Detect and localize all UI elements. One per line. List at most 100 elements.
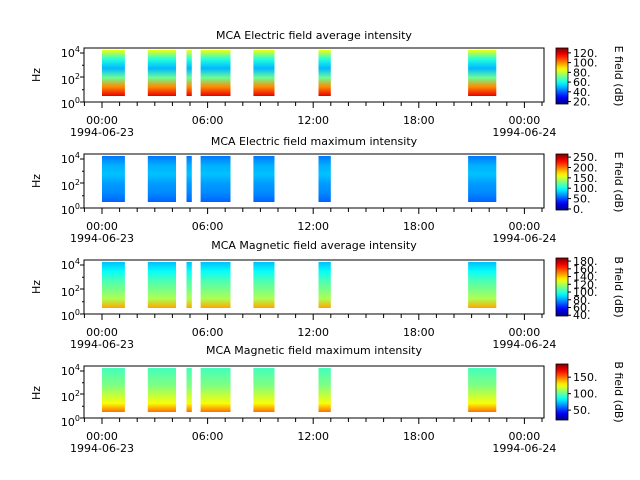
x-tick-label: 18:00 [403, 430, 435, 443]
x-date-label: 1994-06-23 [70, 126, 134, 139]
axes-frame [83, 259, 545, 315]
panel-title: MCA Electric field average intensity [216, 29, 412, 42]
colorbar-label: B field (dB) [612, 256, 625, 317]
colorbar-tick-label: 80. [573, 66, 591, 79]
data-block-2 [186, 262, 192, 308]
colorbar-tick-label: 120. [573, 278, 598, 291]
colorbar-label: E field (dB) [612, 152, 625, 213]
data-block-5 [318, 50, 331, 96]
colorbar-tick-label: 180. [573, 255, 598, 268]
panel-title: MCA Magnetic field average intensity [211, 239, 417, 252]
x-tick-label: 12:00 [297, 220, 329, 233]
colorbar-tick-label: 50. [573, 404, 591, 417]
data-block-6 [468, 50, 497, 96]
x-tick-label: 00:00 [509, 326, 541, 339]
data-block-0 [102, 368, 125, 412]
data-block-2 [186, 50, 192, 96]
data-block-3 [200, 156, 231, 202]
x-date-label: 1994-06-23 [70, 232, 134, 245]
x-date-label: 1994-06-23 [70, 338, 134, 351]
panel-electric-average: MCA Electric field average intensity Hz … [30, 29, 625, 139]
axes-frame [83, 153, 545, 209]
data-block-1 [147, 368, 176, 412]
colorbar-label: E field (dB) [612, 46, 625, 107]
panel-magnetic-average: MCA Magnetic field average intensity Hz … [30, 239, 625, 351]
colorbar-tick-label: 60. [573, 76, 591, 89]
x-tick-label: 18:00 [403, 114, 435, 127]
y-tick-1e4: 104 [61, 45, 80, 60]
y-tick-1e0: 100 [61, 202, 80, 217]
x-tick-label: 12:00 [297, 430, 329, 443]
x-date-label: 1994-06-24 [492, 232, 556, 245]
x-tick-label: 12:00 [297, 326, 329, 339]
data-block-0 [102, 50, 125, 96]
x-tick-label: 06:00 [192, 430, 224, 443]
x-date-label: 1994-06-24 [492, 126, 556, 139]
data-block-0 [102, 156, 125, 202]
y-tick-1e4: 104 [61, 363, 80, 378]
data-block-1 [147, 156, 176, 202]
data-block-0 [102, 262, 125, 308]
data-block-5 [318, 262, 331, 308]
data-block-1 [147, 50, 176, 96]
colorbar-tick-label: 60. [573, 301, 591, 314]
x-tick-label: 06:00 [192, 326, 224, 339]
colorbar-tick-label: 80. [573, 294, 591, 307]
colorbar-tick-label: 160. [573, 263, 598, 276]
x-tick-label: 00:00 [86, 114, 118, 127]
colorbar-tick-label: 120. [573, 47, 598, 60]
colorbar-tick-label: 40. [573, 309, 591, 322]
x-tick-label: 18:00 [403, 326, 435, 339]
colorbar-tick-label: 100. [573, 286, 598, 299]
y-tick-1e0: 100 [61, 308, 80, 323]
x-tick-label: 00:00 [509, 430, 541, 443]
axes-frame [83, 365, 545, 419]
data-block-5 [318, 156, 331, 202]
colorbar-label: B field (dB) [612, 361, 625, 422]
y-tick-1e2: 102 [61, 72, 80, 87]
x-tick-label: 00:00 [509, 114, 541, 127]
y-axis-label: Hz [30, 68, 43, 82]
colorbar [555, 363, 569, 421]
data-block-4 [253, 50, 275, 96]
y-tick-1e4: 104 [61, 151, 80, 166]
x-tick-label: 06:00 [192, 220, 224, 233]
x-tick-label: 00:00 [86, 326, 118, 339]
y-tick-1e0: 100 [61, 414, 80, 429]
x-tick-label: 18:00 [403, 220, 435, 233]
data-block-4 [253, 156, 275, 202]
data-block-4 [253, 368, 275, 412]
y-axis-label: Hz [30, 386, 43, 400]
colorbar [555, 257, 569, 317]
colorbar-tick-label: 200. [573, 161, 598, 174]
colorbar-tick-label: 40. [573, 86, 591, 99]
colorbar [555, 47, 569, 105]
panel-magnetic-maximum: MCA Magnetic field maximum intensity Hz … [30, 344, 625, 455]
y-tick-1e4: 104 [61, 257, 80, 272]
y-tick-1e2: 102 [61, 284, 80, 299]
colorbar-tick-label: 0. [573, 203, 584, 216]
x-date-label: 1994-06-23 [70, 442, 134, 455]
colorbar-tick-label: 100. [573, 182, 598, 195]
x-tick-label: 00:00 [509, 220, 541, 233]
x-date-label: 1994-06-24 [492, 338, 556, 351]
data-block-5 [318, 368, 331, 412]
colorbar-tick-label: 100. [573, 388, 598, 401]
data-block-6 [468, 368, 497, 412]
panel-title: MCA Magnetic field maximum intensity [206, 344, 422, 357]
colorbar-tick-label: 140. [573, 271, 598, 284]
x-date-label: 1994-06-24 [492, 442, 556, 455]
axes-frame [83, 47, 545, 103]
colorbar-tick-label: 20. [573, 96, 591, 109]
y-axis-label: Hz [30, 280, 43, 294]
x-tick-label: 12:00 [297, 114, 329, 127]
data-block-2 [186, 368, 192, 412]
data-block-6 [468, 156, 497, 202]
y-tick-1e2: 102 [61, 178, 80, 193]
y-tick-1e2: 102 [61, 389, 80, 404]
data-block-3 [200, 368, 231, 412]
x-tick-label: 06:00 [192, 114, 224, 127]
data-block-2 [186, 156, 192, 202]
panel-electric-maximum: MCA Electric field maximum intensity Hz … [30, 135, 625, 245]
